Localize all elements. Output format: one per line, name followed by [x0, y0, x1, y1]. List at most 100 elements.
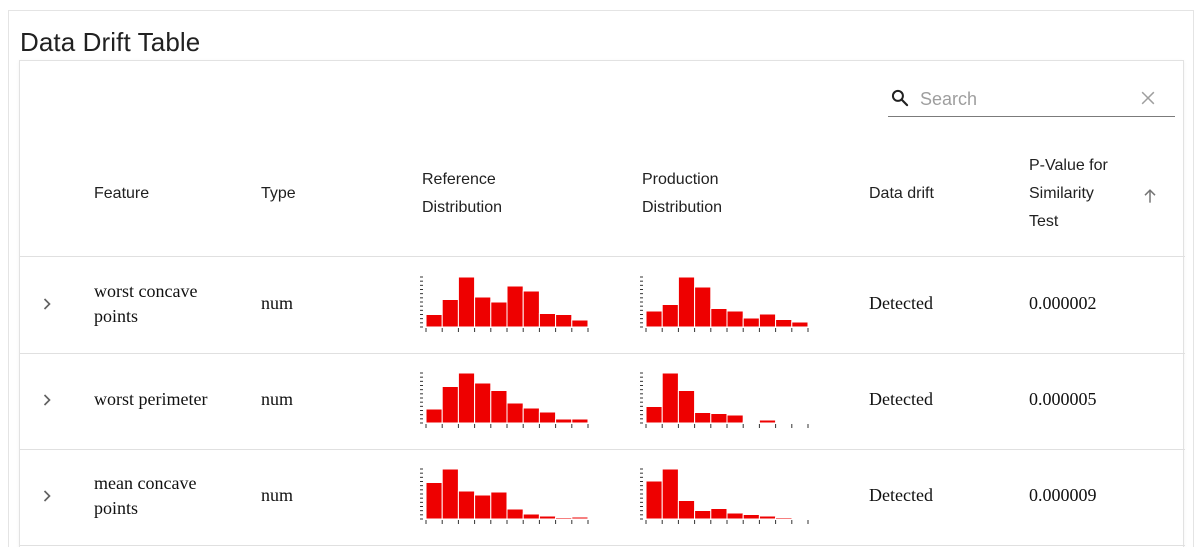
histogram-bar — [490, 301, 508, 328]
search-input[interactable] — [920, 86, 1130, 112]
drift-status: Detected — [869, 485, 933, 505]
histogram-bar — [645, 480, 663, 520]
pvalue: 0.000002 — [1029, 293, 1097, 313]
column-header-data-drift[interactable]: Data drift — [869, 185, 934, 202]
feature-name: mean concave points — [94, 471, 244, 521]
production-histogram — [640, 468, 809, 524]
histogram-bar — [555, 418, 573, 424]
histogram-bar — [538, 313, 557, 328]
histogram-bar — [506, 508, 524, 520]
feature-type: num — [261, 389, 294, 409]
histogram-bar — [661, 304, 679, 328]
histogram-bar — [791, 321, 809, 328]
production-histogram — [640, 276, 809, 332]
pvalue: 0.000009 — [1029, 485, 1097, 505]
column-header-pvalue[interactable]: P-Value for Similarity Test — [1029, 152, 1139, 236]
histogram-bar — [661, 468, 679, 520]
feature-name-line: worst concave — [94, 281, 198, 301]
reference-histogram — [420, 468, 589, 524]
histogram-bar — [710, 413, 728, 424]
table-row[interactable]: worst concave points num Detected 0.0000… — [20, 258, 1185, 354]
histogram-bar — [522, 513, 540, 520]
histogram-bar — [441, 468, 459, 520]
histogram-bar — [538, 515, 557, 520]
histogram-bar — [645, 406, 663, 424]
histogram-bar — [758, 419, 777, 424]
histogram-bar — [555, 314, 573, 328]
histogram-bar — [441, 386, 459, 424]
histogram-bar — [775, 319, 793, 328]
histogram-bar — [522, 407, 540, 424]
histogram-bar — [775, 517, 793, 520]
search-box[interactable] — [888, 85, 1175, 117]
histogram-bar — [726, 310, 744, 328]
histogram-bar — [425, 314, 443, 328]
histogram-bar — [474, 296, 492, 328]
feature-name-line: mean concave — [94, 473, 197, 493]
histogram-bar — [742, 317, 760, 328]
histogram-bar — [425, 482, 443, 520]
column-header-production-distribution[interactable]: Production Distribution — [642, 166, 782, 222]
histogram-bar — [457, 276, 476, 328]
histogram-bar — [506, 285, 524, 328]
feature-name-line: worst perimeter — [94, 389, 208, 409]
page-title: Data Drift Table — [20, 27, 201, 57]
histogram-bar — [571, 516, 589, 520]
histogram-bar — [710, 308, 728, 328]
histogram-bar — [758, 515, 777, 520]
chevron-right-icon[interactable] — [37, 390, 57, 410]
production-histogram — [640, 372, 809, 428]
feature-name: worst concave points — [94, 279, 244, 329]
pvalue: 0.000005 — [1029, 389, 1097, 409]
outer-frame — [8, 10, 1194, 547]
histogram-bar — [694, 286, 712, 328]
column-header-type[interactable]: Type — [261, 185, 296, 202]
search-icon — [891, 89, 909, 107]
drift-status: Detected — [869, 389, 933, 409]
data-drift-table: Feature Type Reference Distribution Prod… — [19, 60, 1185, 547]
column-header-feature[interactable]: Feature — [94, 185, 150, 202]
feature-name-line: points — [94, 306, 139, 326]
histogram-bar — [490, 491, 508, 520]
feature-type: num — [261, 293, 294, 313]
histogram-bar — [726, 414, 744, 424]
histogram-bar — [490, 390, 508, 424]
histogram-bar — [457, 372, 476, 424]
close-icon[interactable] — [1138, 88, 1158, 108]
histogram-bar — [474, 494, 492, 520]
histogram-bar — [441, 299, 459, 328]
column-header-reference-distribution[interactable]: Reference Distribution — [422, 166, 562, 222]
histogram-bar — [726, 512, 744, 520]
histogram-bar — [694, 510, 712, 520]
histogram-bar — [677, 390, 696, 424]
histogram-bar — [742, 514, 760, 520]
header-line: Test — [1029, 213, 1059, 230]
histogram-bar — [677, 276, 696, 328]
reference-histogram — [420, 276, 589, 332]
histogram-bar — [538, 411, 557, 424]
header-line: P-Value for — [1029, 157, 1108, 174]
histogram-bar — [571, 319, 589, 328]
table-header: Feature Type Reference Distribution Prod… — [20, 141, 1185, 257]
reference-histogram — [420, 372, 589, 428]
histogram-bar — [425, 408, 443, 424]
feature-type: num — [261, 485, 294, 505]
feature-name-line: points — [94, 498, 139, 518]
histogram-bar — [571, 418, 589, 424]
table-row[interactable]: worst perimeter num Detected 0.000005 — [20, 354, 1185, 450]
header-line: Production — [642, 171, 719, 188]
histogram-bar — [645, 310, 663, 328]
chevron-right-icon[interactable] — [37, 294, 57, 314]
histogram-bar — [555, 517, 573, 520]
header-line: Reference — [422, 171, 496, 188]
table-row[interactable]: mean concave points num Detected 0.00000… — [20, 450, 1185, 546]
histogram-bar — [457, 490, 476, 520]
arrow-up-icon[interactable] — [1140, 186, 1160, 206]
histogram-bar — [474, 382, 492, 424]
histogram-bar — [710, 508, 728, 520]
header-line: Distribution — [422, 199, 503, 216]
chevron-right-icon[interactable] — [37, 486, 57, 506]
header-line: Similarity — [1029, 185, 1094, 202]
drift-status: Detected — [869, 293, 933, 313]
histogram-bar — [694, 412, 712, 424]
